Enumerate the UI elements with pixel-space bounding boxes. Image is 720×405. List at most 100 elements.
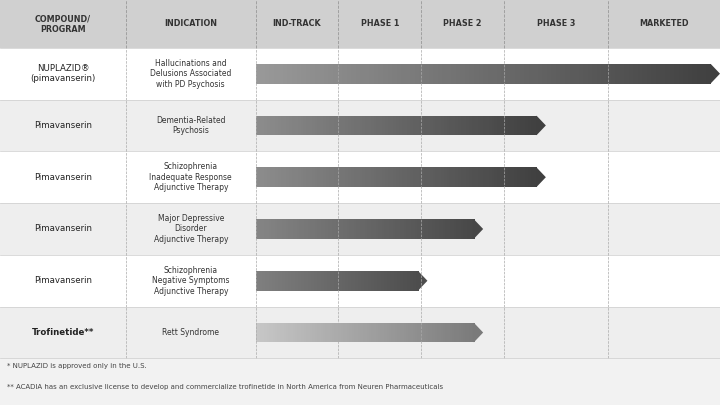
- Text: NUPLAZID®
(pimavanserin): NUPLAZID® (pimavanserin): [30, 64, 96, 83]
- FancyBboxPatch shape: [393, 167, 397, 187]
- FancyBboxPatch shape: [309, 271, 312, 291]
- FancyBboxPatch shape: [321, 219, 324, 239]
- FancyBboxPatch shape: [416, 271, 419, 291]
- FancyBboxPatch shape: [430, 219, 433, 239]
- Text: Pimavanserin: Pimavanserin: [34, 121, 92, 130]
- FancyBboxPatch shape: [472, 219, 474, 239]
- FancyBboxPatch shape: [314, 271, 316, 291]
- FancyBboxPatch shape: [679, 64, 684, 83]
- FancyBboxPatch shape: [312, 271, 315, 291]
- FancyBboxPatch shape: [289, 167, 293, 187]
- FancyBboxPatch shape: [371, 167, 374, 187]
- FancyBboxPatch shape: [355, 271, 357, 291]
- FancyBboxPatch shape: [297, 219, 300, 239]
- FancyBboxPatch shape: [500, 115, 503, 135]
- FancyBboxPatch shape: [508, 167, 512, 187]
- FancyBboxPatch shape: [0, 151, 720, 203]
- FancyBboxPatch shape: [285, 271, 287, 291]
- FancyBboxPatch shape: [483, 167, 487, 187]
- FancyBboxPatch shape: [392, 64, 397, 83]
- FancyBboxPatch shape: [365, 167, 369, 187]
- FancyBboxPatch shape: [340, 115, 343, 135]
- FancyBboxPatch shape: [356, 115, 360, 135]
- FancyBboxPatch shape: [309, 115, 312, 135]
- FancyBboxPatch shape: [278, 167, 282, 187]
- FancyBboxPatch shape: [386, 271, 388, 291]
- Polygon shape: [474, 323, 483, 342]
- FancyBboxPatch shape: [346, 115, 349, 135]
- FancyBboxPatch shape: [428, 323, 431, 342]
- FancyBboxPatch shape: [565, 64, 570, 83]
- FancyBboxPatch shape: [439, 323, 442, 342]
- FancyBboxPatch shape: [356, 167, 360, 187]
- FancyBboxPatch shape: [333, 64, 338, 83]
- FancyBboxPatch shape: [315, 64, 320, 83]
- FancyBboxPatch shape: [406, 219, 409, 239]
- FancyBboxPatch shape: [437, 323, 440, 342]
- FancyBboxPatch shape: [279, 219, 282, 239]
- FancyBboxPatch shape: [319, 323, 322, 342]
- FancyBboxPatch shape: [273, 323, 276, 342]
- FancyBboxPatch shape: [380, 323, 383, 342]
- FancyBboxPatch shape: [446, 167, 450, 187]
- FancyBboxPatch shape: [430, 167, 433, 187]
- FancyBboxPatch shape: [523, 115, 526, 135]
- FancyBboxPatch shape: [384, 219, 387, 239]
- FancyBboxPatch shape: [461, 115, 464, 135]
- FancyBboxPatch shape: [383, 64, 388, 83]
- FancyBboxPatch shape: [461, 219, 464, 239]
- Text: Rett Syndrome: Rett Syndrome: [162, 328, 220, 337]
- FancyBboxPatch shape: [334, 219, 337, 239]
- FancyBboxPatch shape: [395, 219, 398, 239]
- FancyBboxPatch shape: [356, 271, 359, 291]
- FancyBboxPatch shape: [303, 115, 307, 135]
- FancyBboxPatch shape: [267, 115, 271, 135]
- FancyBboxPatch shape: [323, 115, 327, 135]
- FancyBboxPatch shape: [325, 271, 328, 291]
- FancyBboxPatch shape: [311, 271, 313, 291]
- FancyBboxPatch shape: [620, 64, 625, 83]
- FancyBboxPatch shape: [400, 219, 402, 239]
- FancyBboxPatch shape: [312, 167, 315, 187]
- FancyBboxPatch shape: [408, 271, 410, 291]
- FancyBboxPatch shape: [624, 64, 629, 83]
- FancyBboxPatch shape: [329, 271, 331, 291]
- FancyBboxPatch shape: [300, 323, 302, 342]
- FancyBboxPatch shape: [389, 219, 392, 239]
- FancyBboxPatch shape: [418, 115, 422, 135]
- FancyBboxPatch shape: [396, 115, 400, 135]
- FancyBboxPatch shape: [647, 64, 652, 83]
- FancyBboxPatch shape: [538, 64, 543, 83]
- FancyBboxPatch shape: [363, 271, 365, 291]
- FancyBboxPatch shape: [341, 323, 343, 342]
- FancyBboxPatch shape: [302, 323, 305, 342]
- FancyBboxPatch shape: [405, 115, 408, 135]
- FancyBboxPatch shape: [279, 323, 282, 342]
- FancyBboxPatch shape: [256, 64, 261, 83]
- FancyBboxPatch shape: [393, 323, 396, 342]
- FancyBboxPatch shape: [358, 271, 360, 291]
- FancyBboxPatch shape: [402, 115, 405, 135]
- Polygon shape: [474, 219, 483, 239]
- FancyBboxPatch shape: [454, 323, 457, 342]
- FancyBboxPatch shape: [467, 115, 469, 135]
- FancyBboxPatch shape: [351, 271, 354, 291]
- FancyBboxPatch shape: [256, 219, 258, 239]
- FancyBboxPatch shape: [408, 115, 411, 135]
- FancyBboxPatch shape: [505, 167, 509, 187]
- FancyBboxPatch shape: [413, 115, 416, 135]
- FancyBboxPatch shape: [347, 323, 350, 342]
- FancyBboxPatch shape: [487, 64, 493, 83]
- FancyBboxPatch shape: [408, 167, 411, 187]
- FancyBboxPatch shape: [430, 115, 433, 135]
- FancyBboxPatch shape: [384, 115, 388, 135]
- FancyBboxPatch shape: [377, 115, 380, 135]
- FancyBboxPatch shape: [444, 115, 447, 135]
- FancyBboxPatch shape: [334, 167, 338, 187]
- FancyBboxPatch shape: [456, 219, 459, 239]
- FancyBboxPatch shape: [497, 64, 502, 83]
- FancyBboxPatch shape: [420, 64, 425, 83]
- FancyBboxPatch shape: [323, 271, 325, 291]
- FancyBboxPatch shape: [367, 219, 370, 239]
- FancyBboxPatch shape: [372, 271, 375, 291]
